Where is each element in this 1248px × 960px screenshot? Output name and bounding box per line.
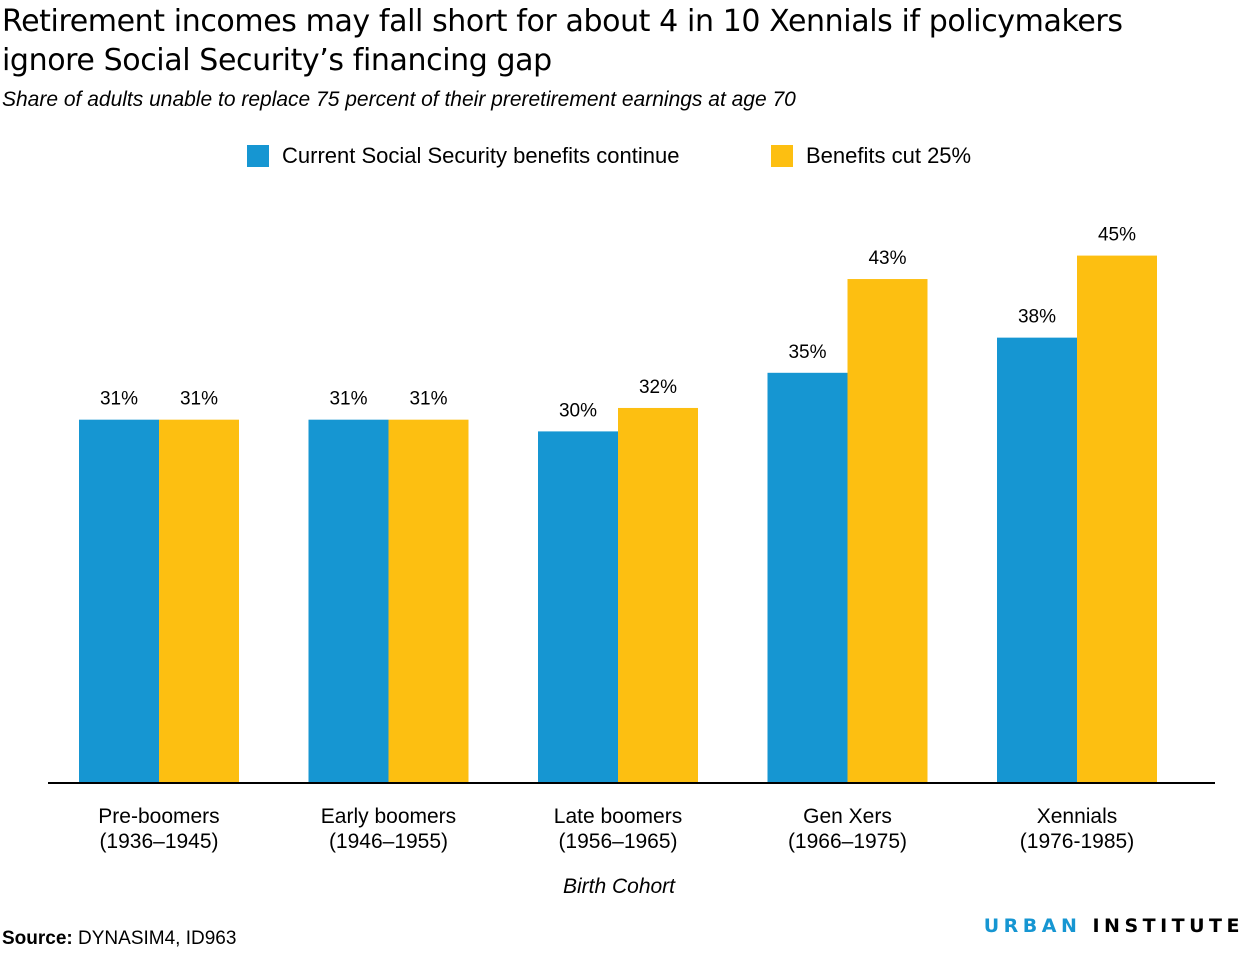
legend-swatch-cut (771, 145, 793, 167)
logo-institute: INSTITUTE (1092, 915, 1244, 937)
x-tick-label: Early boomers (321, 805, 456, 828)
bar-current (79, 419, 159, 783)
x-tick-label: Gen Xers (803, 805, 892, 828)
bar-cut (388, 419, 469, 783)
legend-label-cut: Benefits cut 25% (806, 143, 972, 168)
source-text: DYNASIM4, ID963 (78, 928, 237, 949)
legend-item-cut: Benefits cut 25% (771, 142, 971, 170)
bar-current (767, 372, 848, 783)
bar-cut (159, 419, 239, 783)
x-tick-label: Xennials (1037, 805, 1118, 828)
data-label: 32% (639, 377, 677, 398)
legend-item-current: Current Social Security benefits continu… (247, 142, 679, 170)
x-tick-label: Late boomers (554, 805, 682, 828)
data-label: 31% (100, 389, 138, 410)
x-tick-label-years: (1956–1965) (558, 830, 677, 853)
chart-title: Retirement incomes may fall short for ab… (2, 4, 1123, 78)
data-label: 45% (1098, 225, 1136, 246)
legend-swatch-current (247, 145, 269, 167)
bar-cut (618, 407, 698, 783)
data-label: 31% (180, 389, 218, 410)
data-label: 31% (409, 389, 447, 410)
bar-current (308, 419, 389, 783)
source-label: Source: (2, 928, 73, 949)
bar-cut (847, 279, 928, 783)
source-note: Source: DYNASIM4, ID963 (2, 928, 236, 950)
legend-label-current: Current Social Security benefits continu… (282, 143, 680, 168)
bar-current (538, 431, 618, 783)
x-tick-label-years: (1936–1945) (99, 830, 218, 853)
x-tick-label: Pre-boomers (98, 805, 219, 828)
x-tick-label-years: (1976-1985) (1020, 830, 1134, 853)
data-label: 30% (559, 400, 597, 421)
x-axis-title: Birth Cohort (563, 875, 676, 898)
data-label: 43% (868, 248, 906, 269)
x-tick-label-years: (1946–1955) (329, 830, 448, 853)
bar-current (997, 337, 1077, 783)
x-tick-label-years: (1966–1975) (788, 830, 907, 853)
bar-cut (1077, 255, 1157, 784)
chart-subtitle: Share of adults unable to replace 75 per… (2, 88, 796, 111)
urban-institute-logo: URBAN INSTITUTE (984, 915, 1244, 937)
logo-urban: URBAN (983, 915, 1082, 937)
data-label: 35% (788, 342, 826, 363)
data-label: 38% (1018, 307, 1056, 328)
data-label: 31% (329, 389, 367, 410)
